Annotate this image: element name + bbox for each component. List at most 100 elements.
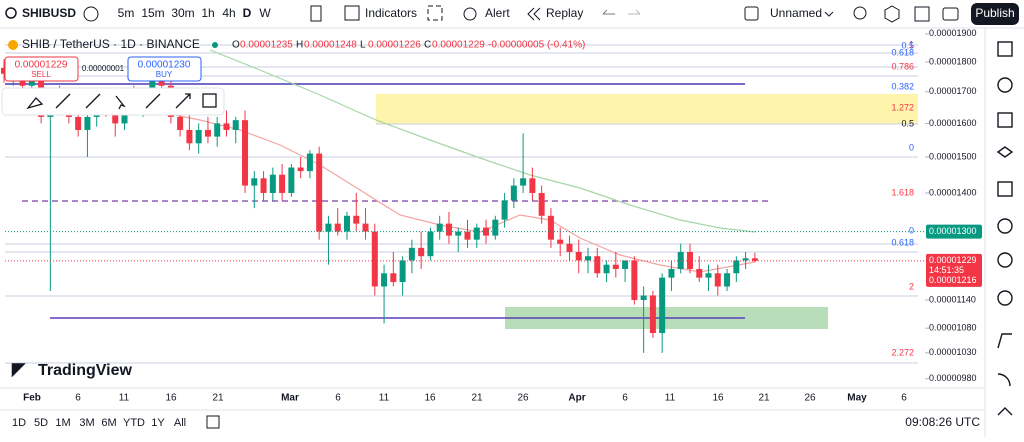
interval[interactable]: W (259, 6, 271, 20)
clock: 09:08:26 UTC (905, 415, 980, 429)
buy-price[interactable]: 0.00001230 (138, 60, 191, 71)
chart-type-icon[interactable] (310, 5, 322, 22)
candle-body (603, 264, 610, 274)
candle-body (149, 79, 156, 95)
y-tick-label: 0.00001080 (929, 323, 977, 333)
interval[interactable]: 1h (201, 6, 214, 20)
candle-body (325, 223, 332, 232)
legend-c-label: C (424, 40, 431, 51)
brand: TradingView (38, 362, 133, 379)
candle-body (557, 239, 564, 244)
legend-l: 0.00001226 (368, 40, 421, 51)
brand-logo: ◤ (11, 359, 26, 378)
candle-body (473, 227, 480, 240)
publish[interactable]: Publish (975, 6, 1014, 20)
candle-body (334, 223, 341, 232)
date-range-icon[interactable] (206, 415, 220, 429)
candle-body (297, 167, 304, 172)
sidebar-icons[interactable] (996, 41, 1014, 416)
search-icon[interactable] (5, 7, 17, 19)
settings[interactable] (884, 5, 900, 23)
interval[interactable]: 30m (171, 6, 194, 20)
candle-body (223, 123, 230, 130)
candle-body (177, 116, 184, 130)
candle-body (520, 178, 527, 186)
range-button[interactable]: 1Y (151, 417, 165, 429)
last-price-box (926, 253, 982, 287)
x-tick-label: 21 (471, 393, 483, 404)
layout-name[interactable]: Unnamed (770, 6, 822, 20)
templates-icon[interactable] (427, 5, 443, 21)
range-button[interactable]: All (174, 417, 186, 429)
range-button[interactable]: 1M (55, 417, 70, 429)
fib-label: 1.272 (891, 102, 914, 112)
candle-body (288, 167, 295, 193)
x-tick-label: 21 (212, 393, 224, 404)
layout-menu[interactable] (824, 11, 834, 17)
candle-body (538, 192, 545, 216)
range-button[interactable]: 6M (101, 417, 116, 429)
sell-label[interactable]: SELL (31, 70, 51, 79)
sell-button[interactable] (4, 56, 79, 82)
range-button[interactable]: 5D (34, 417, 48, 429)
x-tick-label: 11 (665, 393, 676, 404)
replay-icon[interactable] (527, 7, 541, 21)
add-symbol[interactable] (83, 6, 99, 22)
range-button[interactable]: 1D (12, 417, 26, 429)
candle-body (612, 264, 619, 269)
moving-average-short (149, 109, 756, 273)
prev-close: 0.00001216 (929, 275, 977, 285)
drawing-tools[interactable] (26, 93, 217, 110)
buy-label[interactable]: BUY (156, 70, 173, 79)
legend-change: -0.00000005 (-0.41%) (488, 40, 585, 51)
legend-l-label: L (360, 40, 366, 51)
candle-body (705, 273, 712, 278)
x-tick-label: May (847, 393, 867, 404)
y-tick-label: 0.00001800 (929, 56, 977, 66)
quick-search[interactable] (853, 6, 867, 20)
candle-body (733, 260, 740, 274)
alert-icon[interactable] (463, 7, 477, 21)
fullscreen[interactable] (914, 6, 930, 22)
interval[interactable]: 15m (141, 6, 164, 20)
symbol[interactable]: SHIBUSD (22, 6, 76, 20)
candle-body (269, 174, 276, 193)
x-tick-label: 26 (517, 393, 529, 404)
replay[interactable]: Replay (546, 6, 583, 20)
candle-body (232, 120, 239, 130)
layout-checkbox[interactable] (744, 6, 759, 21)
x-tick-label: 6 (622, 393, 628, 404)
x-tick-label: 16 (712, 393, 724, 404)
intervals: 5m 15m 30m 1h 4h D W (118, 6, 272, 20)
sell-price[interactable]: 0.00001229 (15, 60, 68, 71)
candle-body (418, 247, 425, 257)
interval[interactable]: 4h (222, 6, 235, 20)
interval[interactable]: D (243, 6, 252, 20)
candle-body (242, 120, 249, 186)
interval[interactable]: 5m (118, 6, 135, 20)
candle-body (84, 116, 91, 130)
price-line-box (926, 224, 982, 239)
snapshot[interactable] (942, 7, 959, 21)
y-tick-label: 0.00001400 (929, 187, 977, 197)
candle-body (158, 79, 165, 86)
candle-body (501, 200, 508, 220)
range-button[interactable]: 3M (79, 417, 94, 429)
y-tick-label: 0.00000980 (929, 373, 977, 383)
fib-lines (5, 44, 918, 364)
candle-body (547, 215, 554, 240)
indicators[interactable]: Indicators (365, 6, 417, 20)
undo[interactable] (602, 9, 615, 15)
candle-body (751, 258, 758, 261)
market-status (212, 42, 218, 48)
publish-button[interactable] (971, 3, 1019, 25)
alert[interactable]: Alert (485, 6, 510, 20)
indicators-icon[interactable] (344, 5, 360, 21)
fib-label: 2.272 (891, 347, 914, 357)
redo[interactable] (628, 9, 641, 15)
buy-button[interactable] (127, 56, 202, 82)
candle-body (668, 268, 675, 278)
candle-body (724, 273, 731, 287)
range-button[interactable]: YTD (123, 417, 145, 429)
